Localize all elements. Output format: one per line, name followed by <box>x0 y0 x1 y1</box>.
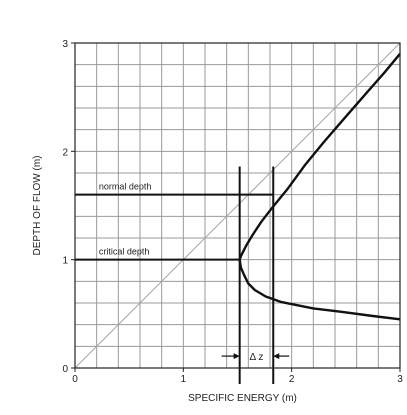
annotation-layer <box>75 166 290 384</box>
specific-energy-curve <box>238 53 401 321</box>
x-tick-label: 3 <box>397 374 403 385</box>
reference-line <box>74 42 401 369</box>
y-tick-label: 0 <box>62 364 68 375</box>
x-tick-label: 2 <box>289 374 295 385</box>
depth-label: normal depth <box>99 182 152 192</box>
curve-layer <box>238 53 401 321</box>
y-tick-label: 3 <box>62 39 68 50</box>
reference-line-layer <box>74 42 401 369</box>
axis-layer <box>71 42 401 372</box>
x-tick-label: 1 <box>181 374 187 385</box>
label-layer: normal depth critical depth Δ z 0 1 2 3 0 1 2 3 SPE… <box>32 39 403 404</box>
depth-label: critical depth <box>99 247 150 257</box>
x-axis-label: SPECIFIC ENERGY (m) <box>188 393 297 404</box>
y-tick-label: 2 <box>62 147 68 158</box>
y-axis-label: DEPTH OF FLOW (m) <box>32 156 43 256</box>
plot-frame <box>74 42 401 369</box>
x-tick-label: 0 <box>72 374 78 385</box>
delta-z-label: Δ z <box>250 352 264 363</box>
delta-z-arrow-right-head <box>273 353 280 360</box>
delta-z-arrow-left-head <box>233 353 240 360</box>
y-tick-label: 1 <box>62 256 68 267</box>
